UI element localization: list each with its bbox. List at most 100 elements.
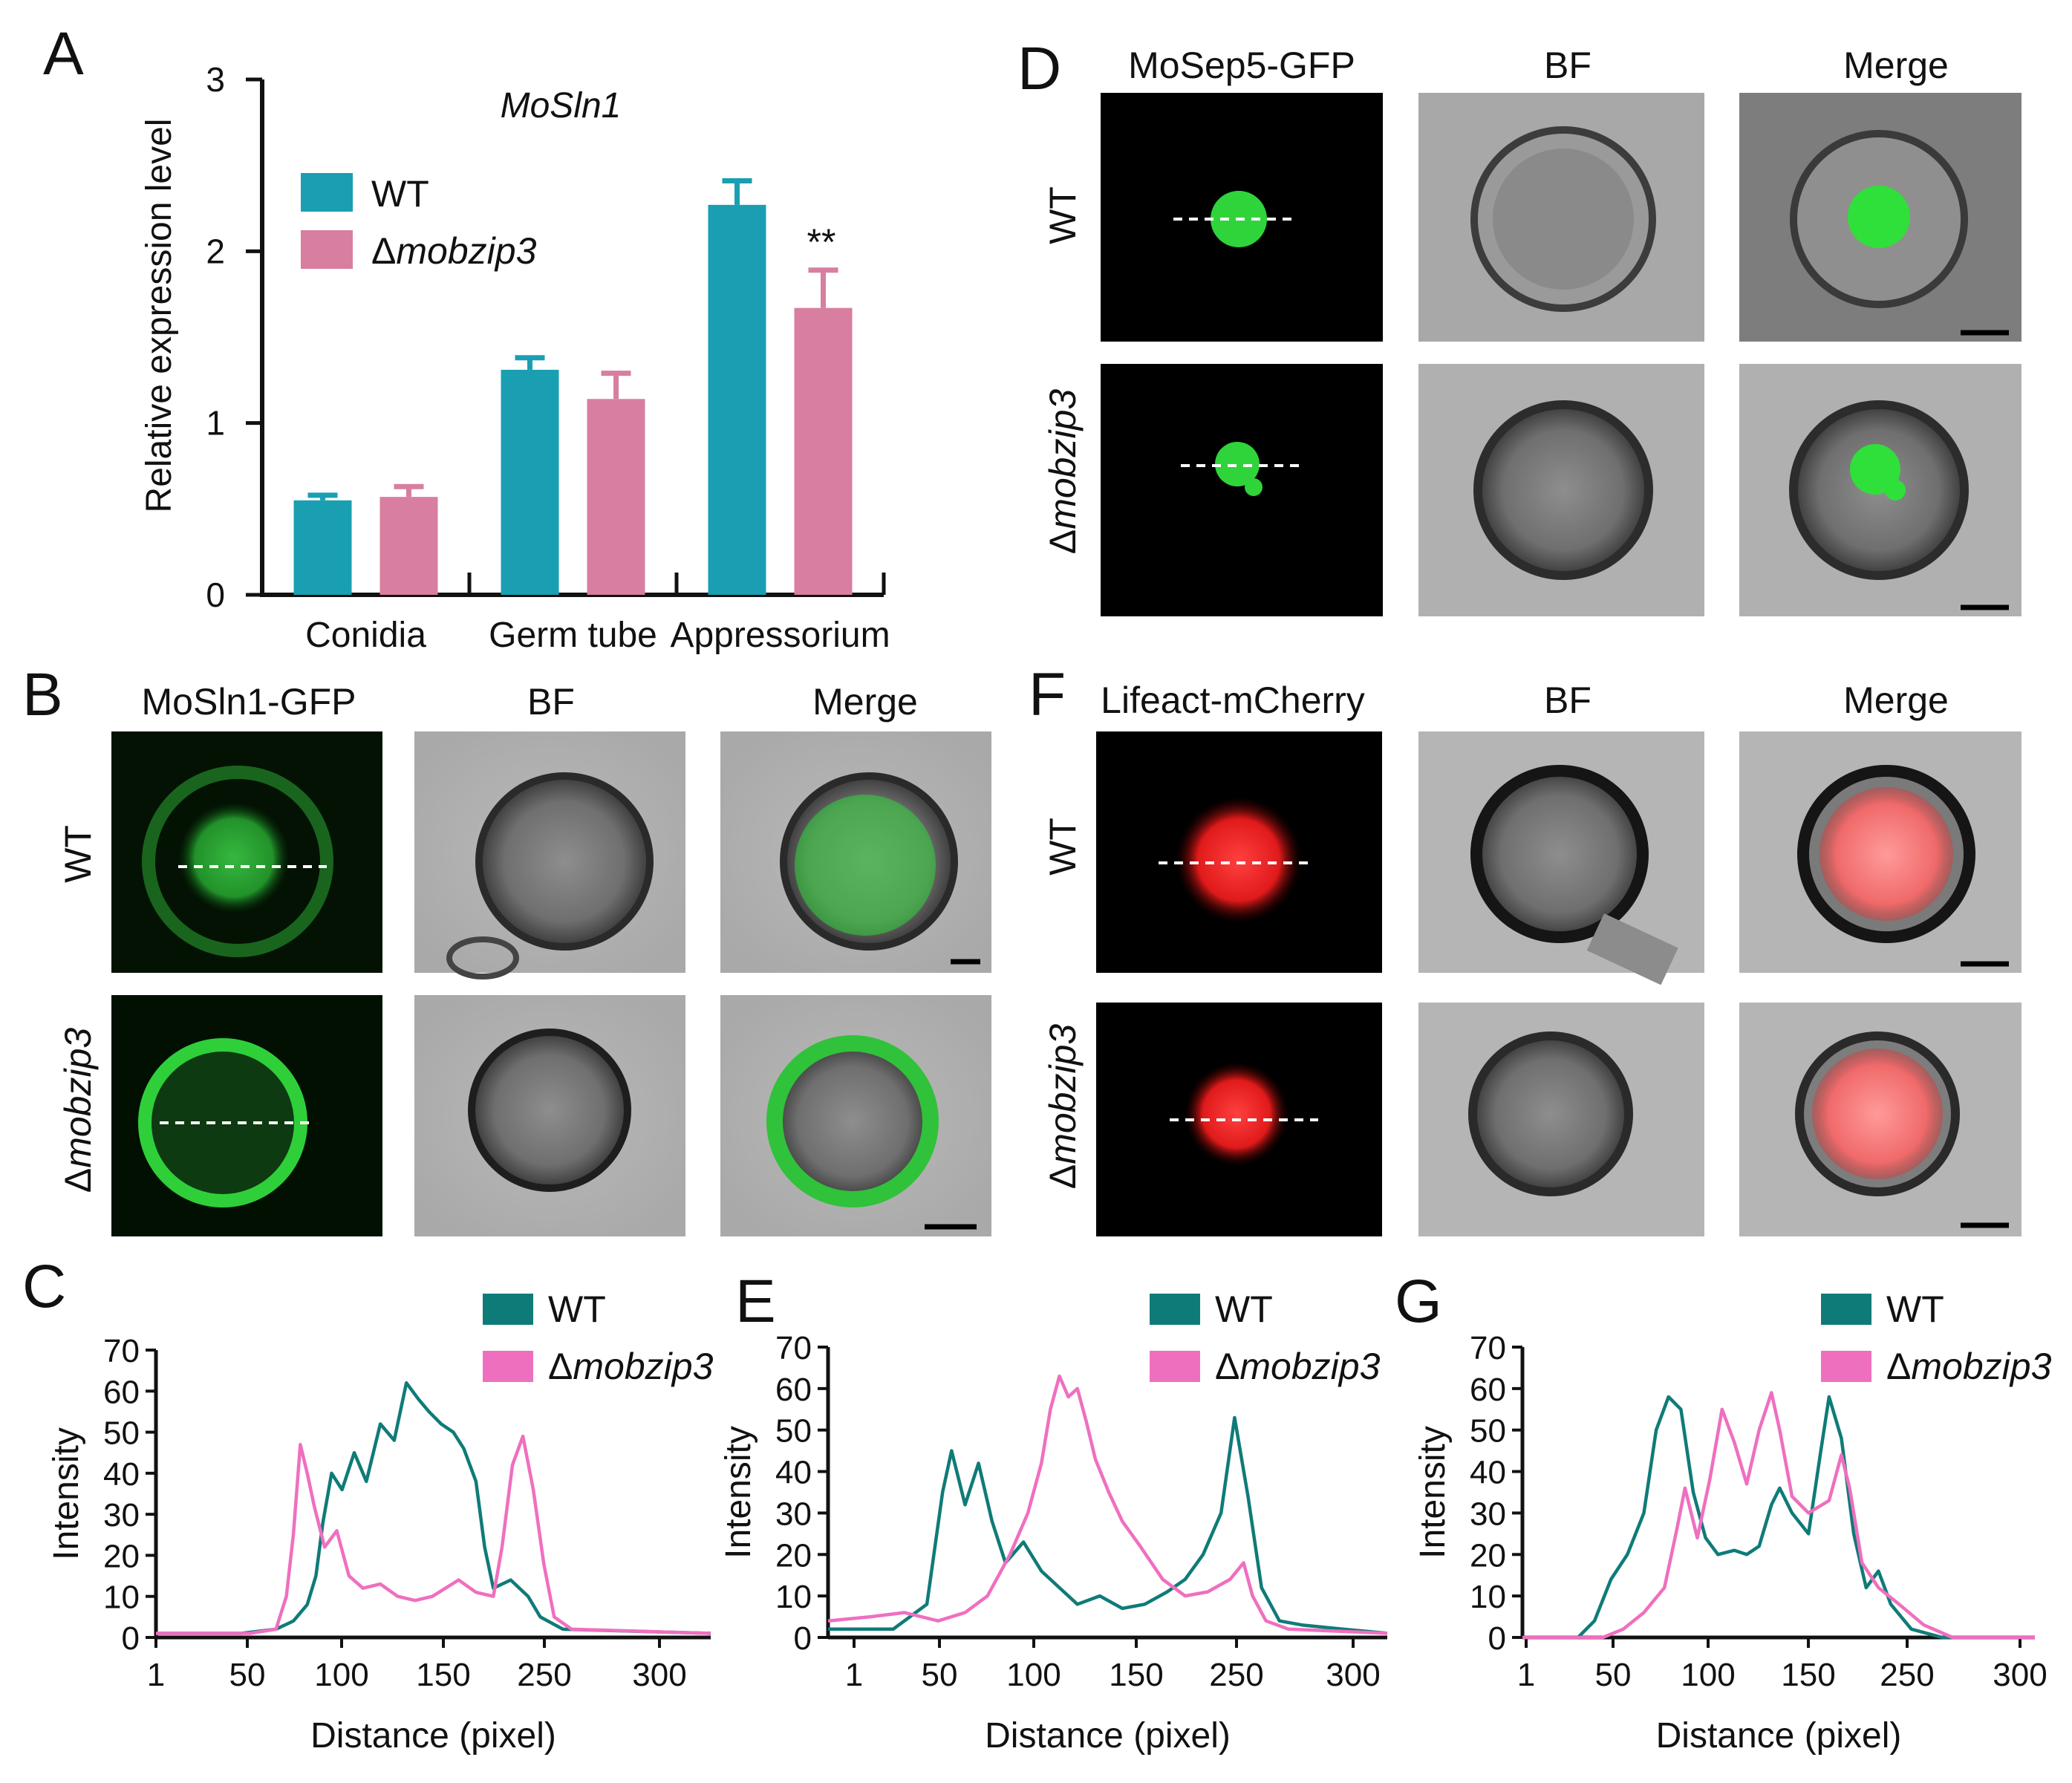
legend-swatch-mobzip3 [301,230,353,269]
chartC-xtick-label: 50 [229,1657,266,1693]
chartC-xtick-label: 300 [632,1657,686,1693]
chartE-ytick-label: 10 [775,1579,812,1615]
chartE-xtick-label: 150 [1109,1657,1163,1693]
chartG-ytick-label: 40 [1470,1455,1506,1491]
panel-b-header-bf: BF [527,681,575,723]
chart-a-ytick-label: 1 [206,404,225,443]
chartG-xlabel: Distance (pixel) [1656,1716,1902,1756]
panel-b-header-gfp: MoSln1-GFP [142,681,356,723]
panel-f-mobzip3-merge-image [1739,1003,2021,1236]
panel-f-wt-bf-image [1418,731,1704,985]
panel-letter-f: F [1029,661,1066,728]
legend-label-wt: WT [371,173,429,215]
panel-letter-g: G [1395,1268,1442,1335]
significance-marker: ** [807,221,836,263]
panel-d-wt-merge-image [1739,93,2021,342]
chart-a-ytick-label: 2 [206,232,225,270]
panel-b-wt-gfp-image [111,731,382,973]
chartE-xtick-label: 300 [1326,1657,1380,1693]
chartE-ytick-label: 20 [775,1537,812,1574]
legend-label-mobzip3: Δmobzip3 [371,230,537,272]
panel-b-wt-bf-image [414,731,685,979]
panel-letter-b: B [22,661,63,728]
chartG-xtick-label: 150 [1781,1657,1835,1693]
panel-d-row-wt: WT [1042,186,1084,244]
panel-b-mobzip3-merge-image [720,995,991,1236]
panel-b-header-merge: Merge [812,681,918,723]
chartC-legend-swatch [483,1294,533,1325]
panel-f-mobzip3-mcherry-image [1096,1003,1382,1236]
chartG-ytick-label: 30 [1470,1496,1506,1532]
chart-a-title: MoSln1 [501,86,622,126]
chart-a-ylabel: Relative expression level [140,119,179,513]
chartE-legend-label: Δmobzip3 [1215,1346,1381,1387]
chartG-xtick-label: 50 [1595,1657,1632,1693]
chart-a-category-label: Germ tube [489,616,657,655]
panel-b-row-wt: WT [57,825,99,883]
chartC-xlabel: Distance (pixel) [310,1716,556,1756]
panel-f-header-bf: BF [1544,679,1592,721]
chartE-xtick-label: 250 [1209,1657,1263,1693]
chartE-legend-swatch [1150,1351,1200,1382]
panel-d-mobzip3-gfp-image [1101,364,1383,616]
chartC-legend-swatch [483,1351,533,1382]
panel-d-mobzip3-bf-image [1418,364,1704,616]
chart-a-category-label: Conidia [305,616,426,655]
chartG-series-wt [1522,1395,2035,1640]
chartG-xtick-label: 1 [1517,1657,1535,1693]
chartE-legend-swatch [1150,1294,1200,1325]
chart-a-ytick-label: 0 [206,576,225,614]
chartC-ytick-label: 0 [122,1620,140,1657]
chartE-legend-label: WT [1215,1288,1273,1330]
chartE-xtick-label: 50 [922,1657,958,1693]
panel-f-header-merge: Merge [1843,679,1949,721]
chartE-ylabel: Intensity [719,1426,758,1559]
chartG-xtick-label: 250 [1880,1657,1934,1693]
chartG-ytick-label: 20 [1470,1537,1506,1574]
chartC-ytick-label: 10 [103,1580,140,1616]
panel-d-mobzip3-merge-image [1739,364,2021,616]
bar-mobzip3 [379,497,438,595]
panel-d-header-bf: BF [1544,45,1592,86]
bar-wt [708,204,766,596]
panel-letter-c: C [22,1253,66,1320]
chartG-ytick-label: 10 [1470,1579,1506,1615]
chartE-ytick-label: 50 [775,1413,812,1450]
bar-wt [501,369,559,595]
chartG-ytick-label: 70 [1470,1330,1506,1366]
chartG-legend-label: WT [1886,1288,1944,1330]
panel-d-header-gfp: MoSep5-GFP [1128,45,1355,86]
chartG-xtick-label: 300 [1993,1657,2047,1693]
bar-wt [293,500,352,595]
bar-mobzip3 [794,307,853,595]
bar-mobzip3 [587,399,645,595]
panel-letter-a: A [43,20,84,88]
chartG-ylabel: Intensity [1413,1426,1453,1559]
panel-f-row-wt: WT [1042,818,1084,876]
chartG-legend-swatch [1821,1294,1871,1325]
chartC-ylabel: Intensity [47,1427,86,1560]
panel-f-mobzip3-bf-image [1418,1003,1704,1236]
chartE-xtick-label: 1 [845,1657,863,1693]
chartC-xtick-label: 1 [147,1657,165,1693]
chartE-xtick-label: 100 [1006,1657,1061,1693]
chartG-legend-label: Δmobzip3 [1886,1346,2052,1387]
panel-b-mobzip3-bf-image [414,995,685,1236]
panel-b-mobzip3-gfp-image [111,995,382,1236]
panel-letter-e: E [735,1268,776,1335]
chartC-ytick-label: 50 [103,1415,140,1452]
panel-f-header-mcherry: Lifeact-mCherry [1101,679,1365,721]
chartG-ytick-label: 50 [1470,1413,1506,1450]
chart-a-category-label: Appressorium [670,616,890,655]
chartE-ytick-label: 0 [794,1620,812,1657]
chartC-series-mobzip3 [156,1434,711,1635]
microscopy-panel-f: Lifeact-mCherry BF Merge WT Δmobzip3 [1042,679,2021,1236]
panel-d-wt-gfp-image [1101,93,1383,342]
chartC-ytick-label: 70 [103,1333,140,1369]
panel-d-row-mobzip3: Δmobzip3 [1042,389,1084,555]
panel-letter-d: D [1017,35,1061,102]
chartC-xtick-label: 100 [314,1657,368,1693]
chartE-series-mobzip3 [827,1374,1388,1635]
